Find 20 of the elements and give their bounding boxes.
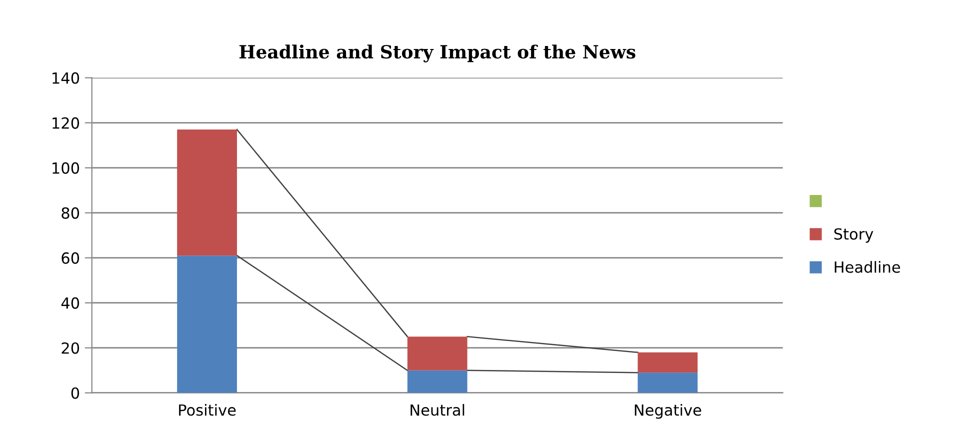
x-tick-label: Neutral (410, 404, 464, 416)
y-tick-label: 80 (62, 207, 80, 219)
chart-title: Headline and Story Impact of the News (239, 44, 636, 62)
y-tick-label: 0 (71, 387, 80, 399)
y-tick-label: 140 (52, 72, 80, 84)
legend-label: Story (834, 228, 874, 243)
y-tick-label: 100 (52, 162, 80, 174)
y-tick-label: 120 (52, 117, 80, 129)
y-tick-label: 40 (61, 297, 80, 309)
bar (638, 352, 698, 373)
legend-label: Headline (834, 261, 900, 273)
bar (638, 372, 698, 393)
bar (177, 130, 237, 256)
y-tick-label: 20 (62, 342, 80, 354)
bar (407, 336, 468, 370)
bar (407, 370, 468, 393)
bar (177, 256, 237, 393)
x-tick-label: Negative (634, 404, 702, 419)
x-tick-label: Positive (179, 404, 236, 416)
y-tick-label: 60 (62, 252, 80, 264)
